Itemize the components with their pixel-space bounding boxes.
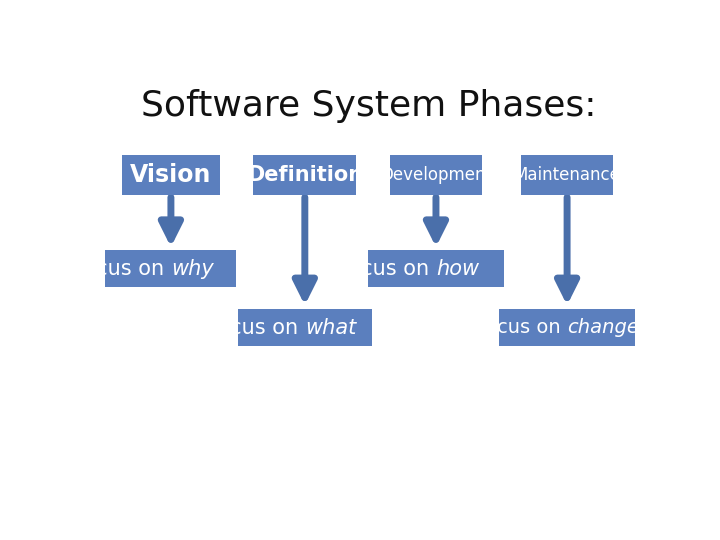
Text: Definition: Definition bbox=[247, 165, 363, 185]
Text: focus on: focus on bbox=[341, 259, 436, 279]
FancyBboxPatch shape bbox=[390, 155, 482, 195]
FancyBboxPatch shape bbox=[238, 309, 372, 346]
FancyBboxPatch shape bbox=[122, 155, 220, 195]
Text: how: how bbox=[436, 259, 479, 279]
Text: focus on: focus on bbox=[478, 318, 567, 337]
FancyBboxPatch shape bbox=[521, 155, 613, 195]
Text: Vision: Vision bbox=[130, 163, 212, 187]
FancyBboxPatch shape bbox=[499, 309, 636, 346]
Text: change: change bbox=[567, 318, 639, 337]
Text: focus on: focus on bbox=[76, 259, 171, 279]
Text: focus on: focus on bbox=[210, 318, 305, 338]
Text: Development: Development bbox=[380, 166, 492, 184]
FancyBboxPatch shape bbox=[105, 250, 236, 287]
Text: why: why bbox=[171, 259, 214, 279]
FancyBboxPatch shape bbox=[368, 250, 504, 287]
Text: Software System Phases:: Software System Phases: bbox=[141, 90, 597, 123]
FancyBboxPatch shape bbox=[253, 155, 356, 195]
Text: Maintenance: Maintenance bbox=[513, 166, 621, 184]
Text: what: what bbox=[305, 318, 356, 338]
